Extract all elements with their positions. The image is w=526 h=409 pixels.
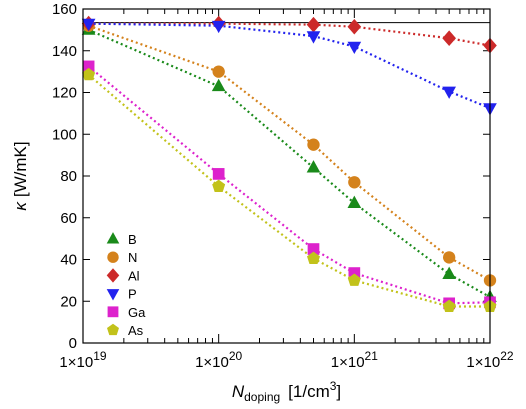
data-point [442, 266, 456, 279]
data-point [442, 251, 456, 264]
legend-item-ga: Ga [107, 305, 146, 320]
legend-item-b: B [106, 232, 137, 247]
y-tick-label: 140 [52, 43, 77, 60]
series-line [87, 73, 490, 308]
y-tick-label: 120 [52, 85, 77, 102]
data-point [348, 176, 361, 189]
data-point [211, 20, 226, 34]
plot-frame [82, 8, 491, 344]
y-axis-label: κ [W/mK] [11, 141, 30, 210]
x-tick-label: 1×1020 [195, 349, 242, 371]
data-point [82, 60, 95, 73]
data-point [442, 299, 456, 312]
x-axis-unit-close: ] [336, 382, 341, 401]
tick-labels: 0 20 40 60 80 100 120 140 160 1×1019 1×1020 1×1021 1… [52, 1, 514, 371]
data-point [81, 18, 96, 32]
data-point [307, 138, 320, 151]
series-line [87, 65, 491, 305]
y-tick-label: 80 [60, 168, 77, 185]
x-axis-unit: [1/cm [288, 382, 330, 401]
data-point [307, 243, 320, 255]
legend-label: P [128, 287, 137, 302]
series-ga [82, 60, 496, 310]
legend-label: Ga [128, 305, 146, 320]
x-axis-label: Ndoping [1/cm3] [232, 379, 341, 404]
y-tick-label: 0 [69, 335, 77, 352]
series-layer [81, 15, 497, 312]
series-n [82, 19, 497, 287]
series-p [81, 18, 497, 116]
series-line [88, 22, 491, 47]
legend-label: As [128, 323, 144, 338]
x-tick-label: 1×1019 [59, 349, 106, 371]
data-point [347, 18, 362, 35]
y-tick-label: 60 [60, 210, 77, 227]
tick-marks [82, 8, 491, 344]
series-line [88, 24, 491, 282]
data-point [212, 168, 225, 180]
x-axis-subscript: doping [244, 390, 280, 404]
data-point [307, 251, 320, 264]
data-point [347, 273, 361, 286]
legend-marker [107, 251, 119, 263]
legend-marker [106, 289, 120, 301]
y-axis-symbol: κ [11, 201, 30, 211]
y-axis-unit: [W/mK] [11, 141, 30, 197]
data-point [306, 31, 321, 44]
data-point [442, 30, 456, 47]
x-tick-label: 1×1021 [331, 349, 378, 371]
legend-item-n: N [107, 250, 137, 265]
series-b [81, 22, 497, 302]
legend: BN Al P Ga As [106, 232, 146, 338]
y-tick-label: 20 [60, 293, 77, 310]
x-axis-symbol: N [232, 382, 245, 401]
legend-label: Al [128, 268, 140, 283]
legend-item-p: P [106, 287, 137, 302]
legend-marker [107, 306, 119, 318]
data-point [347, 195, 362, 209]
series-as [82, 67, 497, 312]
legend-item-as: As [107, 323, 144, 338]
data-point [212, 179, 226, 192]
data-point [348, 267, 361, 279]
series-line [88, 22, 491, 110]
y-tick-label: 40 [60, 252, 77, 269]
series-line [88, 28, 491, 299]
data-point [212, 65, 225, 78]
x-tick-label: 1×1022 [466, 349, 513, 371]
data-point [82, 67, 96, 81]
data-point [442, 86, 456, 99]
legend-label: B [128, 232, 137, 247]
data-point [306, 160, 321, 173]
legend-marker [107, 323, 119, 336]
y-tick-label: 160 [52, 1, 77, 18]
legend-label: N [128, 250, 137, 265]
legend-marker [106, 268, 120, 283]
x-axis-unit-sup: 3 [330, 379, 337, 393]
data-point [306, 16, 321, 33]
legend-item-al: Al [106, 268, 140, 283]
data-point [347, 41, 362, 55]
legend-marker [106, 232, 120, 244]
y-tick-label: 100 [52, 126, 77, 143]
data-point [211, 78, 226, 92]
